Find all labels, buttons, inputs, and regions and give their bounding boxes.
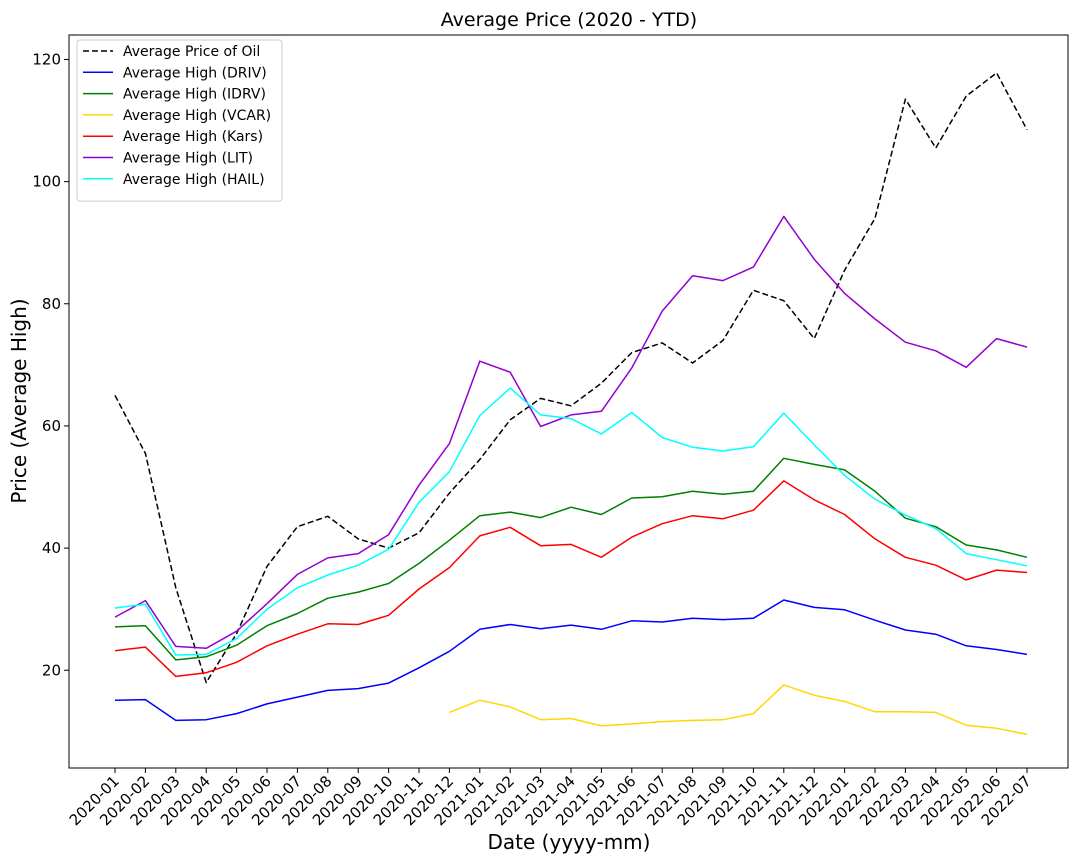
chart-title: Average Price (2020 - YTD) [441,9,697,31]
legend-label: Average Price of Oil [123,44,260,60]
series-line-6 [114,387,1028,656]
y-tick-label: 120 [32,50,61,68]
legend-frame [76,39,283,202]
series-line-1 [114,599,1028,722]
series-line-0 [114,72,1028,684]
y-axis: 20 40 60 80 100 120 [32,50,69,679]
plot-area-frame [68,34,1069,769]
series-line-4 [114,480,1028,678]
legend-label: Average High (IDRV) [123,87,266,103]
series-line-5 [114,215,1028,650]
legend-label: Average High (LIT) [123,151,253,167]
series-layer [114,72,1028,736]
legend-label: Average High (Kars) [123,129,263,145]
series-line-2 [114,457,1028,661]
x-axis-label: Date (yyyy-mm) [488,830,651,854]
y-tick-label: 100 [32,173,61,191]
y-axis-label: Price (Average High) [7,298,31,503]
y-tick-label: 20 [42,661,61,679]
legend-label: Average High (VCAR) [123,108,271,124]
y-tick-label: 60 [42,417,61,435]
legend-label: Average High (HAIL) [123,172,265,188]
series-line-3 [449,684,1028,736]
y-tick-label: 40 [42,539,61,557]
legend: Average Price of Oil Average High (DRIV) A… [76,39,283,202]
y-tick-label: 80 [42,295,61,313]
legend-label: Average High (DRIV) [123,65,267,81]
